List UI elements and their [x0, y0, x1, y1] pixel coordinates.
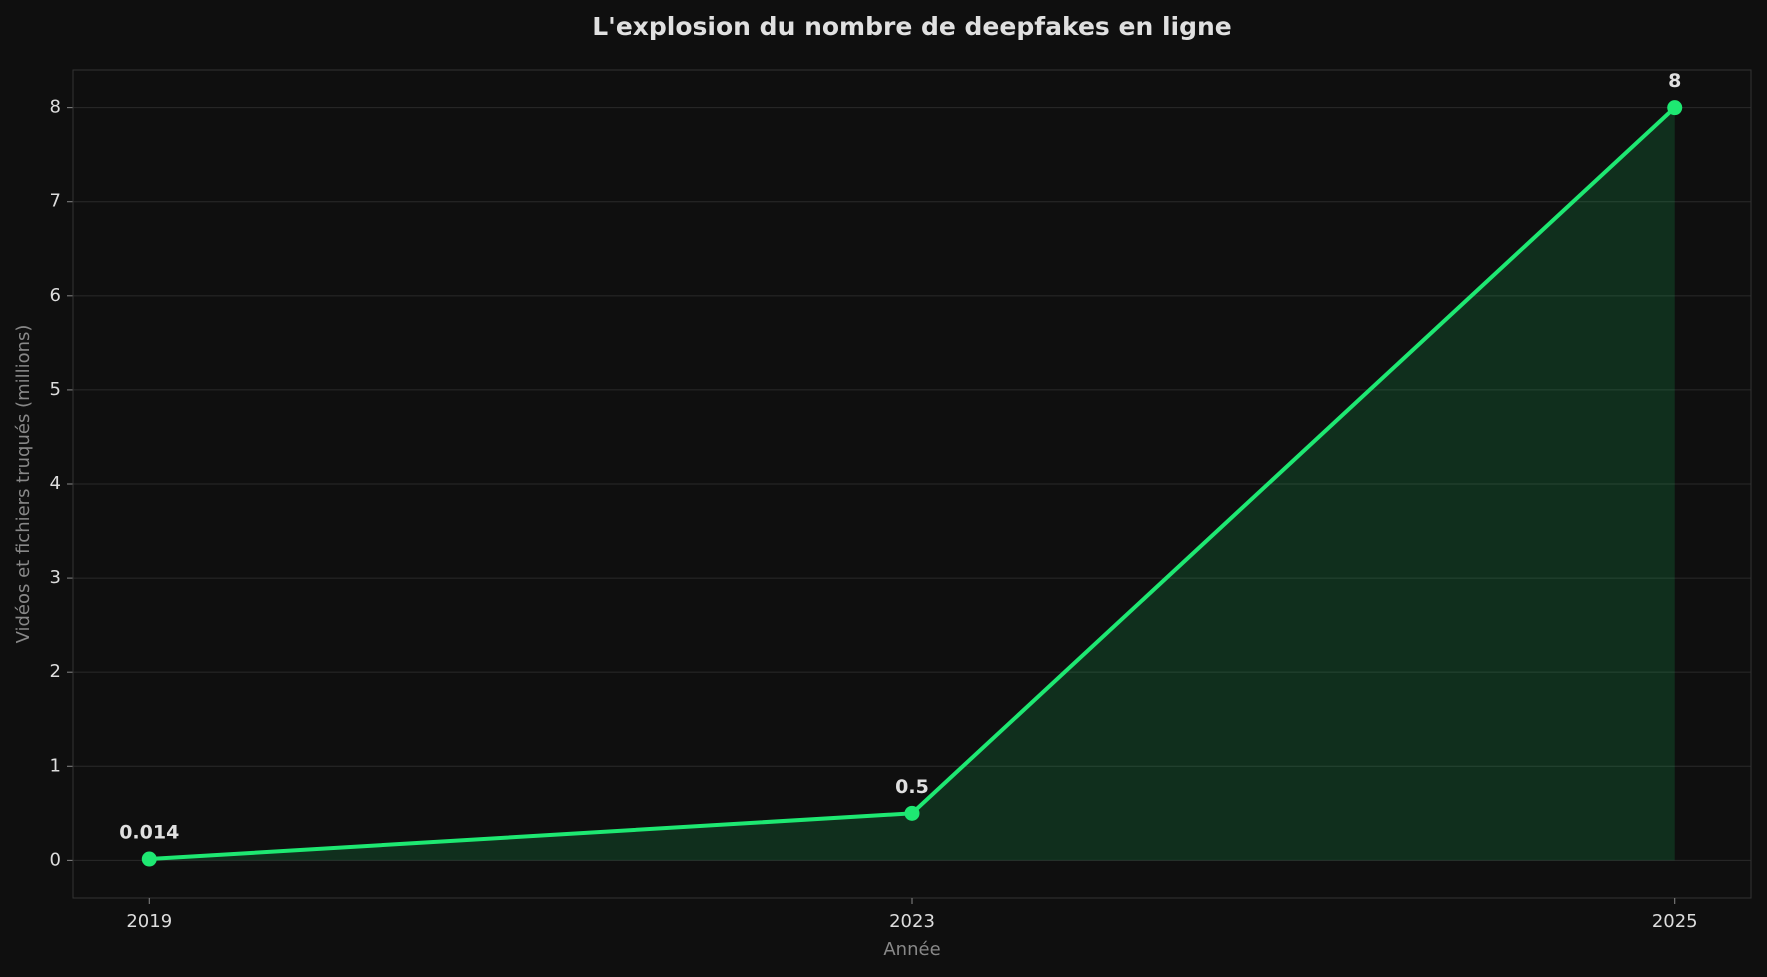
x-tick-label: 2019: [126, 911, 172, 932]
marker: [904, 805, 920, 821]
value-label: 0.014: [119, 822, 179, 844]
y-tick-label: 4: [50, 473, 61, 494]
y-tick-label: 8: [50, 97, 61, 118]
area: [149, 107, 1675, 861]
value-label: 0.5: [895, 776, 929, 798]
marker: [141, 851, 157, 867]
value-label: 8: [1668, 70, 1681, 92]
marker: [1667, 100, 1683, 116]
y-tick-label: 6: [50, 285, 61, 306]
y-tick-label: 5: [50, 379, 61, 400]
y-tick-label: 2: [50, 661, 61, 682]
x-tick-label: 2023: [889, 911, 935, 932]
y-tick-label: 7: [50, 191, 61, 212]
chart-title: L'explosion du nombre de deepfakes en li…: [592, 12, 1231, 41]
y-tick-label: 1: [50, 755, 61, 776]
x-tick-label: 2025: [1652, 911, 1698, 932]
y-axis-label: Vidéos et fichiers truqués (millions): [13, 325, 34, 644]
x-axis-label: Année: [883, 939, 940, 960]
y-tick-label: 0: [50, 849, 61, 870]
y-tick-label: 3: [50, 567, 61, 588]
